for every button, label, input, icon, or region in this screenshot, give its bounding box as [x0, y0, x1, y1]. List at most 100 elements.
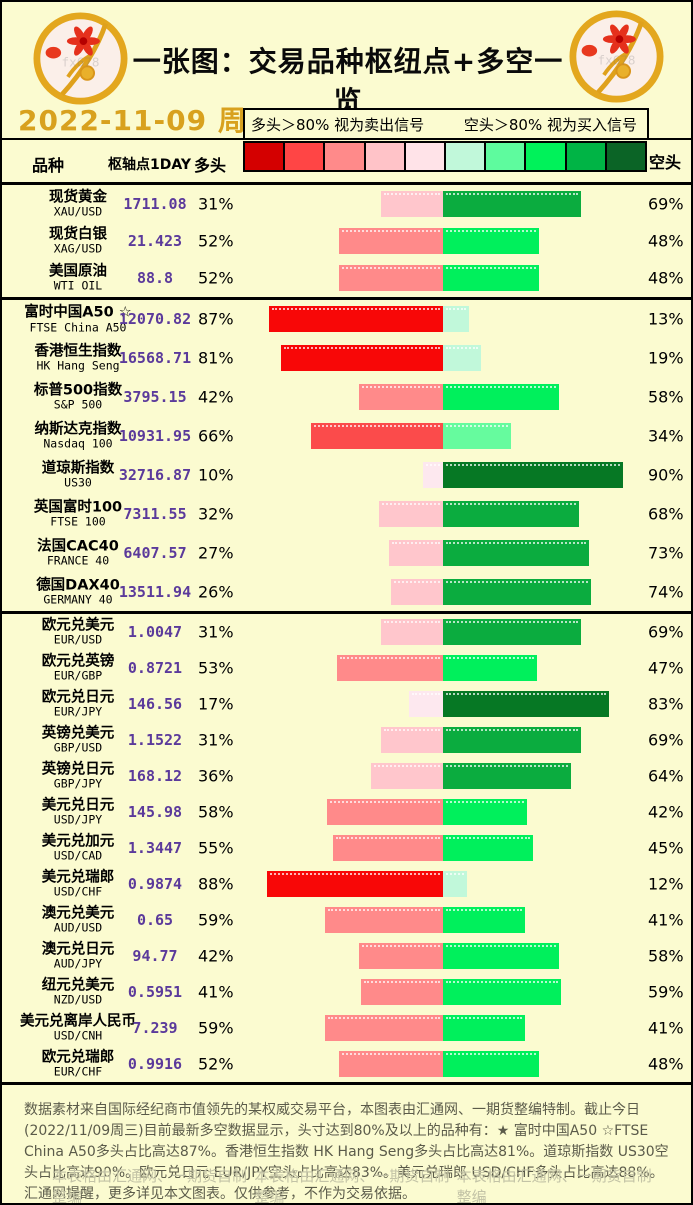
long-bar — [339, 227, 443, 254]
instrument-name: 纳斯达克指数 Nasdaq 100 — [18, 421, 138, 450]
long-percent: 17% — [198, 694, 234, 714]
instrument-row: 标普500指数 S&P 500 3795.15 42% 58% — [2, 378, 691, 417]
short-percent: 68% — [648, 504, 684, 524]
instrument-row: 美元兑日元 USD/JPY 145.98 58% 42% — [2, 794, 691, 830]
short-bar — [443, 979, 561, 1006]
instrument-name-cn: 法国CAC40 — [37, 538, 119, 555]
long-percent: 31% — [198, 730, 234, 750]
instrument-row: 澳元兑美元 AUD/USD 0.65 59% 41% — [2, 902, 691, 938]
instrument-name: 德国DAX40 GERMANY 40 — [18, 577, 138, 606]
instrument-code: GERMANY 40 — [43, 592, 113, 607]
short-percent: 74% — [648, 582, 684, 602]
scale-swatch — [285, 143, 324, 170]
long-percent: 52% — [198, 1054, 234, 1074]
instrument-row: 美元兑瑞郎 USD/CHF 0.9874 88% 12% — [2, 866, 691, 902]
short-bar — [443, 306, 469, 333]
instrument-row: 美元兑加元 USD/CAD 1.3447 55% 45% — [2, 830, 691, 866]
long-bar — [381, 190, 443, 217]
long-bar — [423, 461, 443, 488]
short-bar — [443, 345, 481, 372]
pivot-value: 1.0047 — [127, 623, 183, 642]
pivot-value: 1711.08 — [123, 194, 187, 213]
watermark: 本表格由汇通网、一期货自制整编 — [52, 1167, 248, 1205]
instrument-name: 澳元兑美元 AUD/USD — [18, 905, 138, 934]
long-bar — [379, 500, 443, 527]
short-percent: 58% — [648, 387, 684, 407]
short-bar — [443, 1051, 539, 1078]
instrument-code: USD/JPY — [53, 812, 103, 827]
long-percent: 31% — [198, 194, 234, 214]
short-percent: 41% — [648, 1018, 684, 1038]
instrument-name-cn: 德国DAX40 — [36, 577, 120, 594]
pivot-value: 0.5951 — [127, 983, 183, 1002]
instrument-name: 现货白银 XAG/USD — [18, 226, 138, 255]
short-bar — [443, 871, 467, 898]
instrument-row: 美国原油 WTI OIL 88.8 52% 48% — [2, 260, 691, 297]
instrument-name-cn: 欧元兑瑞郎 — [41, 1049, 115, 1066]
long-bar — [311, 423, 443, 449]
instrument-name: 富时中国A50 ☆ FTSE China A50 — [18, 305, 138, 334]
long-bar — [339, 265, 443, 292]
short-percent: 83% — [648, 694, 684, 714]
pivot-value: 0.8721 — [127, 659, 183, 678]
instrument-name-cn: 英国富时100 — [33, 499, 123, 516]
scale-swatch — [486, 143, 525, 170]
instrument-name-cn: 现货白银 — [49, 226, 107, 243]
pivot-value: 146.56 — [127, 695, 183, 714]
instrument-name: 现货黄金 XAU/USD — [18, 189, 138, 218]
long-bar — [391, 578, 443, 605]
instrument-name-cn: 美元兑日元 — [41, 797, 115, 814]
instrument-name-cn: 美国原油 — [49, 263, 107, 280]
instrument-code: WTI OIL — [53, 278, 103, 293]
instrument-name: 美元兑加元 USD/CAD — [18, 833, 138, 862]
instrument-code: NZD/USD — [53, 992, 103, 1007]
instrument-code: EUR/CHF — [53, 1064, 103, 1079]
scale-swatch — [526, 143, 565, 170]
instrument-name: 美国原油 WTI OIL — [18, 264, 138, 293]
long-percent: 31% — [198, 622, 234, 642]
instrument-name: 欧元兑英镑 EUR/GBP — [18, 653, 138, 682]
short-percent: 42% — [648, 802, 684, 822]
instrument-code: XAU/USD — [53, 204, 103, 219]
instrument-row: 英国富时100 FTSE 100 7311.55 32% 68% — [2, 494, 691, 533]
long-percent: 81% — [198, 348, 234, 368]
short-percent: 34% — [648, 426, 684, 446]
instrument-name: 澳元兑日元 AUD/JPY — [18, 941, 138, 970]
instrument-name: 法国CAC40 FRANCE 40 — [18, 538, 138, 567]
svg-text:fx678: fx678 — [62, 54, 100, 69]
legend-short-signal: 空头＞80% 视为买入信号 — [463, 115, 637, 134]
instrument-name-cn: 美元兑离岸人民币 — [20, 1013, 136, 1030]
long-percent: 53% — [198, 658, 234, 678]
scale-swatch — [566, 143, 605, 170]
long-bar — [389, 539, 443, 566]
instrument-name: 英镑兑日元 GBP/JPY — [18, 761, 138, 790]
instrument-row: 香港恒生指数 HK Hang Seng 16568.71 81% 19% — [2, 339, 691, 378]
instrument-code: FTSE China A50 — [29, 320, 127, 335]
table-body: 现货黄金 XAU/USD 1711.08 31% 69% 现货白银 XAG/USD 21.42… — [2, 185, 691, 1086]
instrument-name-cn: 英镑兑美元 — [41, 725, 115, 742]
short-bar — [443, 461, 623, 488]
instrument-name: 欧元兑瑞郎 EUR/CHF — [18, 1049, 138, 1078]
instrument-code: FTSE 100 — [50, 514, 106, 529]
short-bar — [443, 190, 581, 217]
long-bar — [267, 871, 443, 898]
short-percent: 73% — [648, 543, 684, 563]
instrument-code: EUR/USD — [53, 632, 103, 647]
pivot-value: 12070.82 — [118, 310, 192, 329]
instrument-name: 英国富时100 FTSE 100 — [18, 499, 138, 528]
instrument-row: 德国DAX40 GERMANY 40 13511.94 26% 74% — [2, 572, 691, 611]
short-percent: 59% — [648, 982, 684, 1002]
instrument-row: 英镑兑美元 GBP/USD 1.1522 31% 69% — [2, 722, 691, 758]
scale-swatch — [405, 143, 445, 170]
date-label: 2022-11-09 周三 — [18, 104, 276, 137]
instrument-name: 标普500指数 S&P 500 — [18, 383, 138, 412]
footer-note: 数据素材来自国际经纪商市值领先的某权威交易平台，本图表由汇通网、一期货整编特制。… — [2, 1088, 691, 1203]
long-percent: 66% — [198, 426, 234, 446]
instrument-name-cn: 标普500指数 — [33, 382, 123, 399]
instrument-row: 纳斯达克指数 Nasdaq 100 10931.95 66% 34% — [2, 417, 691, 456]
instrument-code: EUR/JPY — [53, 704, 103, 719]
instrument-row: 道琼斯指数 US30 32716.87 10% 90% — [2, 455, 691, 494]
long-percent: 32% — [198, 504, 234, 524]
pivot-value: 21.423 — [127, 231, 183, 250]
instrument-code: AUD/JPY — [53, 956, 103, 971]
